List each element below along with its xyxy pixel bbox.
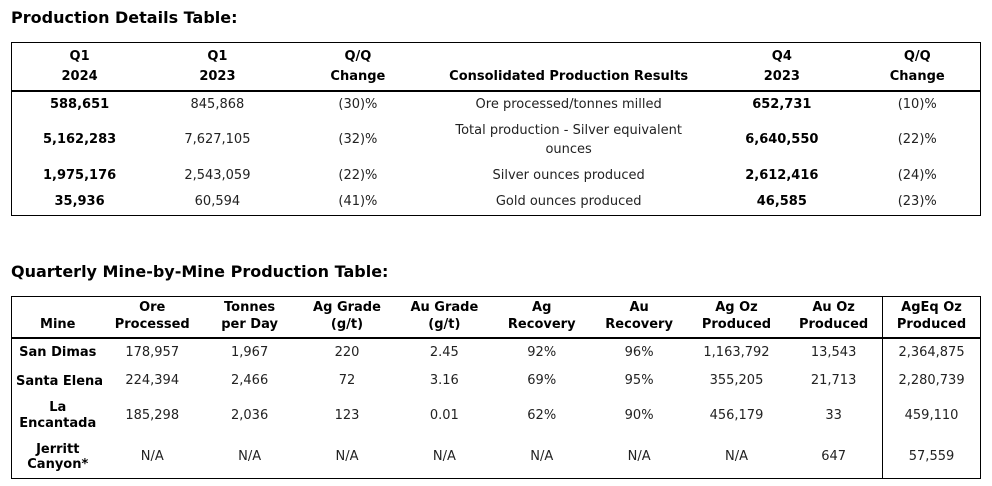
mine-name: La Encantada — [19, 400, 97, 432]
q4-2023-value: 652,731 — [752, 97, 812, 113]
metric-label: Silver ounces produced — [492, 167, 645, 183]
metric-label: Total production - Silver equivalent oun… — [455, 123, 682, 157]
ageq-oz-produced-value: 2,364,875 — [882, 338, 981, 368]
ageq-oz-produced-value: 2,280,739 — [882, 367, 981, 396]
ag-recovery-value: 62% — [527, 407, 557, 423]
qq-change-2-value: (10)% — [897, 97, 937, 113]
ag-oz-produced-value: 355,205 — [709, 373, 764, 389]
mine-production-table: Mine Ore Processed Tonnes per Day Ag Gra… — [11, 296, 981, 479]
column-header-ag-grade: Ag Grade (g/t) — [313, 300, 381, 333]
qq-change-1-value: (30)% — [338, 97, 378, 113]
ag-grade-value: 220 — [334, 345, 360, 361]
au-grade-value: 3.16 — [429, 373, 459, 389]
mine-name: Santa Elena — [16, 373, 104, 389]
mine-name: Jerritt Canyon* — [27, 441, 89, 473]
column-header-qq-change-2: Q/Q Change — [889, 49, 945, 84]
au-recovery-value: 96% — [624, 345, 654, 361]
ag-oz-produced-value: 456,179 — [709, 407, 764, 423]
q1-2023-value: 7,627,105 — [184, 132, 251, 148]
q1-2023-value: 60,594 — [194, 193, 241, 209]
q4-2023-value: 46,585 — [756, 193, 807, 209]
tonnes-per-day-value: N/A — [238, 449, 262, 465]
qq-change-2-value: (22)% — [897, 132, 937, 148]
column-header-consolidated-production-results: Consolidated Production Results — [449, 68, 689, 84]
ag-recovery-value: 69% — [527, 373, 557, 389]
metric-label: Gold ounces produced — [495, 193, 642, 209]
qq-change-1-value: (32)% — [338, 132, 378, 148]
au-oz-produced-value: 33 — [825, 407, 842, 423]
column-header-ore-processed: Ore Processed — [114, 300, 190, 333]
table-row-total-production-ageq: 5,162,283 7,627,105 (32)% Total producti… — [12, 118, 981, 162]
q1-2024-value: 588,651 — [49, 97, 110, 113]
header-row: Q1 2024 Q1 2023 Q/Q Change Consolidated … — [11, 43, 981, 92]
q1-2024-value: 1,975,176 — [42, 167, 117, 183]
column-header-ag-oz-produced: Ag Oz Produced — [701, 300, 772, 333]
column-header-au-grade: Au Grade (g/t) — [410, 300, 479, 333]
au-grade-value: 2.45 — [429, 345, 459, 361]
production-details-table: Q1 2024 Q1 2023 Q/Q Change Consolidated … — [11, 42, 981, 217]
column-header-au-recovery: Au Recovery — [605, 300, 673, 333]
column-header-q4-2023: Q4 2023 — [763, 49, 800, 84]
q1-2024-value: 5,162,283 — [42, 132, 117, 148]
qq-change-2-value: (24)% — [897, 167, 937, 183]
au-recovery-value: N/A — [627, 449, 651, 465]
ore-processed-value: 185,298 — [125, 407, 180, 423]
column-header-tonnes-per-day: Tonnes per Day — [221, 300, 278, 333]
production-details-header: Q1 2024 Q1 2023 Q/Q Change Consolidated … — [11, 43, 981, 92]
table-row-jerritt-canyon: Jerritt Canyon* N/A N/A N/A N/A N/A N/A … — [12, 436, 981, 479]
qq-change-2-value: (23)% — [897, 193, 937, 209]
tonnes-per-day-value: 2,466 — [231, 373, 269, 389]
table-row-santa-elena: Santa Elena 224,394 2,466 72 3.16 69% 95… — [12, 367, 981, 396]
au-recovery-value: 90% — [624, 407, 654, 423]
au-recovery-value: 95% — [624, 373, 654, 389]
au-grade-value: 0.01 — [429, 407, 459, 423]
mine-production-header: Mine Ore Processed Tonnes per Day Ag Gra… — [11, 296, 981, 339]
q1-2023-value: 845,868 — [190, 97, 245, 113]
table-row-la-encantada: La Encantada 185,298 2,036 123 0.01 62% … — [12, 395, 981, 437]
q1-2024-value: 35,936 — [54, 193, 105, 209]
mine-production-title: Quarterly Mine-by-Mine Production Table: — [11, 262, 389, 282]
ore-processed-value: N/A — [140, 449, 164, 465]
ag-oz-produced-value: 1,163,792 — [703, 345, 770, 361]
ag-grade-value: 123 — [334, 407, 360, 423]
q4-2023-value: 6,640,550 — [745, 132, 819, 148]
au-oz-produced-value: 647 — [821, 449, 847, 465]
q4-2023-value: 2,612,416 — [745, 167, 819, 183]
au-grade-value: N/A — [432, 449, 456, 465]
ag-recovery-value: 92% — [527, 345, 557, 361]
au-oz-produced-value: 13,543 — [810, 345, 857, 361]
column-header-au-oz-produced: Au Oz Produced — [798, 300, 869, 333]
metric-label: Ore processed/tonnes milled — [475, 97, 662, 113]
ag-oz-produced-value: N/A — [724, 449, 748, 465]
qq-change-1-value: (22)% — [338, 167, 378, 183]
ageq-oz-produced-value: 57,559 — [882, 436, 981, 479]
tonnes-per-day-value: 2,036 — [231, 407, 269, 423]
table-row-san-dimas: San Dimas 178,957 1,967 220 2.45 92% 96%… — [12, 338, 981, 368]
ore-processed-value: 224,394 — [125, 373, 180, 389]
production-details-title: Production Details Table: — [11, 8, 238, 27]
ageq-oz-produced-value: 459,110 — [882, 395, 981, 437]
column-header-ageq-oz-produced: AgEq Oz Produced — [882, 296, 981, 339]
ore-processed-value: 178,957 — [125, 345, 180, 361]
mine-name: San Dimas — [19, 345, 97, 361]
tonnes-per-day-value: 1,967 — [231, 345, 269, 361]
column-header-q1-2023: Q1 2023 — [199, 49, 236, 84]
column-header-q1-2024: Q1 2024 — [61, 49, 98, 84]
column-header-qq-change-1: Q/Q Change — [330, 49, 386, 84]
q1-2023-value: 2,543,059 — [184, 167, 251, 183]
qq-change-1-value: (41)% — [338, 193, 378, 209]
table-row-gold-ounces: 35,936 60,594 (41)% Gold ounces produced… — [12, 189, 981, 216]
au-oz-produced-value: 21,713 — [810, 373, 857, 389]
column-header-ag-recovery: Ag Recovery — [507, 300, 576, 333]
ag-grade-value: 72 — [338, 373, 356, 389]
ag-recovery-value: N/A — [530, 449, 554, 465]
header-row: Mine Ore Processed Tonnes per Day Ag Gra… — [11, 296, 981, 339]
ag-grade-value: N/A — [335, 449, 359, 465]
table-row-silver-ounces: 1,975,176 2,543,059 (22)% Silver ounces … — [12, 163, 981, 189]
column-header-mine: Mine — [40, 317, 76, 333]
table-row-ore-processed: 588,651 845,868 (30)% Ore processed/tonn… — [12, 91, 981, 118]
